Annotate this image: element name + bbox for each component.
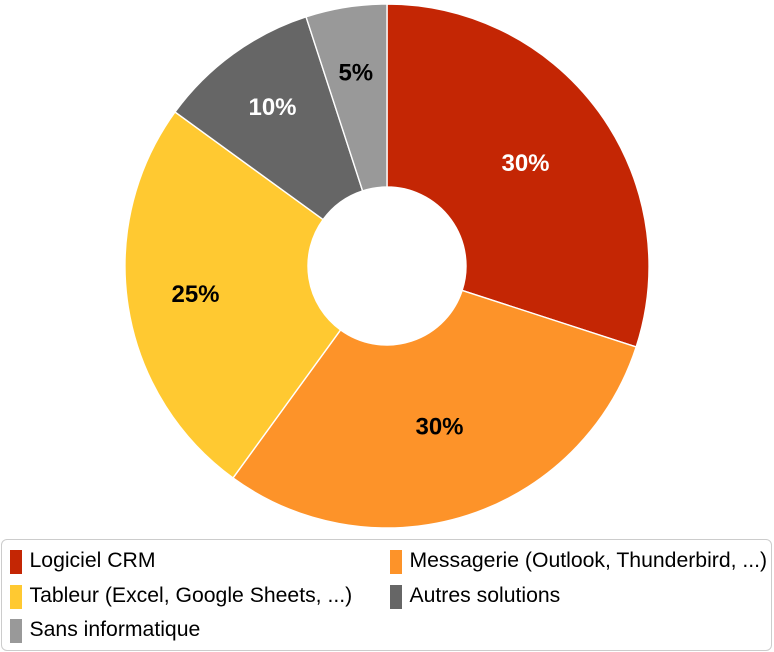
svg-text:30%: 30% bbox=[415, 414, 463, 441]
svg-text:25%: 25% bbox=[171, 281, 219, 308]
svg-text:30%: 30% bbox=[501, 150, 549, 177]
svg-text:10%: 10% bbox=[248, 94, 296, 121]
svg-text:5%: 5% bbox=[338, 60, 373, 87]
